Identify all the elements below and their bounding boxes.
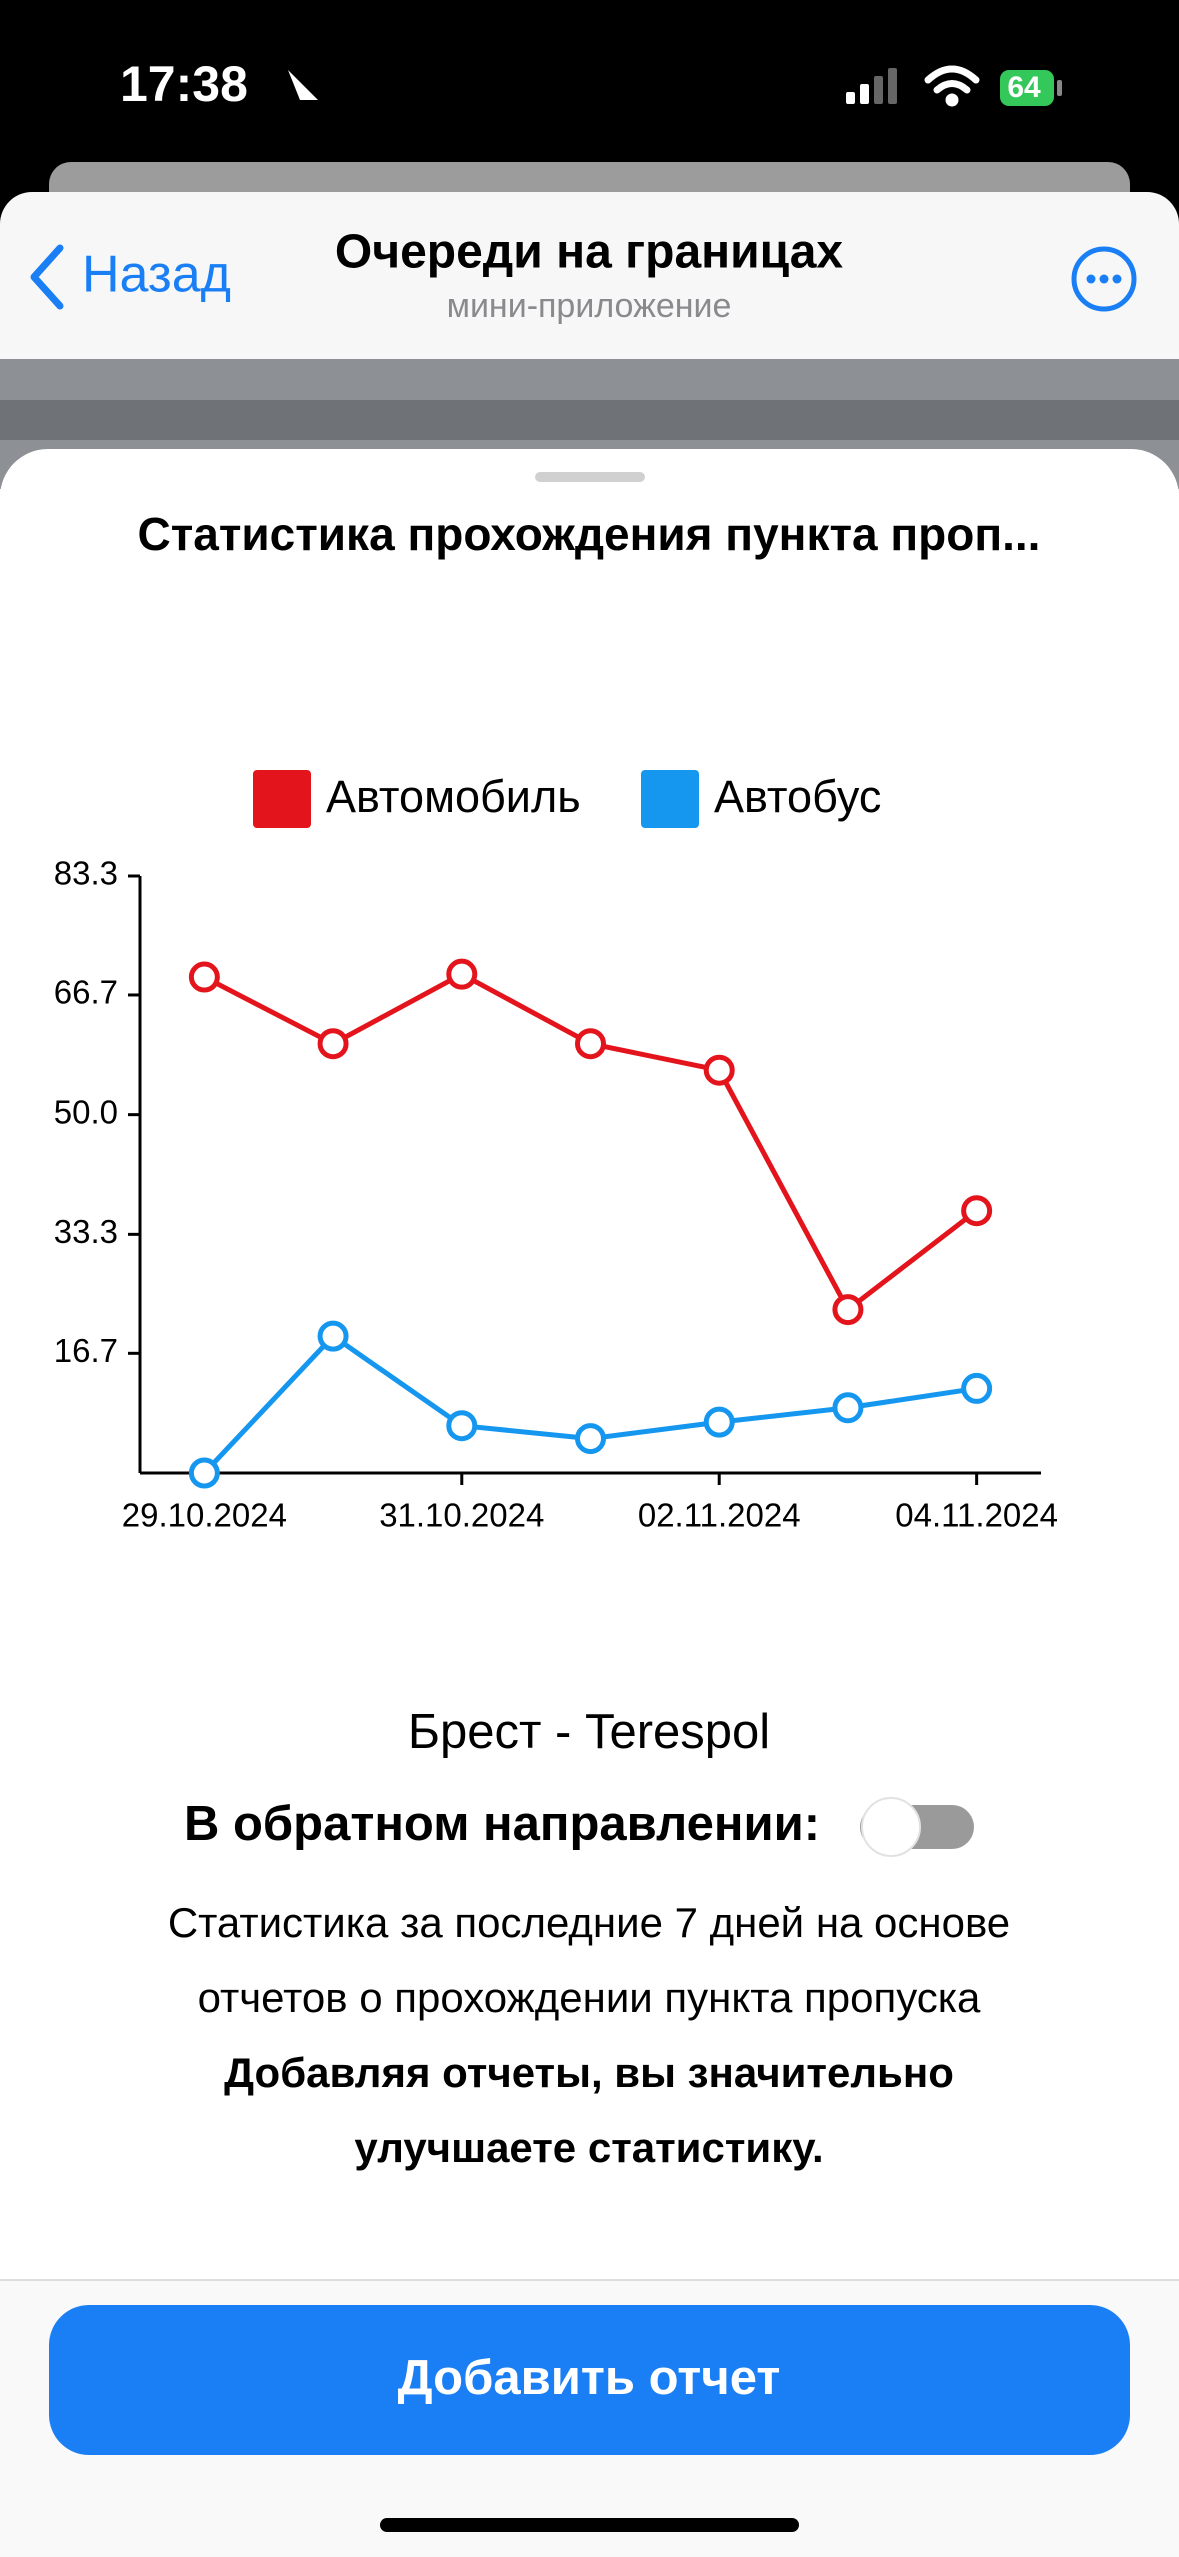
data-point <box>703 1054 735 1086</box>
legend-swatch <box>253 770 311 828</box>
data-point <box>575 1028 606 1060</box>
photo-detail <box>0 400 1179 440</box>
x-tick-label: 29.10.2024 <box>122 1497 287 1534</box>
back-button[interactable]: Назад <box>82 246 231 304</box>
more-dots <box>1086 274 1122 284</box>
emphasis-line: улучшаете статистику. <box>354 2124 823 2171</box>
y-tick-label: 66.7 <box>54 974 118 1011</box>
battery-cap <box>1057 80 1062 96</box>
y-tick-label: 50.0 <box>54 1093 118 1130</box>
add-report-button[interactable] <box>49 2305 1130 2455</box>
x-tick-label: 31.10.2024 <box>379 1497 544 1534</box>
grabber[interactable] <box>535 472 645 482</box>
chart: 16.7 33.3 50.0 66.7 83.3 29.10.2024 31.10.2024… <box>54 770 1058 1534</box>
legend-label: Автомобиль <box>326 771 581 822</box>
y-tick-label: 16.7 <box>54 1332 118 1369</box>
x-tick-label: 04.11.2024 <box>895 1497 1058 1534</box>
wifi-icon <box>924 65 980 107</box>
data-point <box>188 1457 220 1489</box>
x-tick-label: 02.11.2024 <box>638 1497 801 1534</box>
sheet-title: Статистика прохождения пункта проп... <box>138 508 1041 560</box>
data-point <box>188 961 220 993</box>
bottom-sheet <box>0 449 1179 2557</box>
route: Брест - Terespol <box>408 1705 770 1759</box>
data-point <box>446 1410 478 1442</box>
data-point <box>317 1028 349 1060</box>
back-chevron[interactable] <box>30 244 64 310</box>
legend-swatch <box>641 770 699 828</box>
nav-title: Очереди на границах <box>335 226 844 279</box>
toggle-knob <box>861 1797 921 1857</box>
battery <box>1000 70 1054 106</box>
data-point <box>961 1195 993 1227</box>
emphasis-line: Добавляя отчеты, вы значительно <box>224 2049 954 2096</box>
description-line: Статистика за последние 7 дней на основе <box>168 1899 1010 1946</box>
more-button[interactable] <box>1071 246 1137 312</box>
status-time: 17:38 <box>120 56 248 112</box>
legend-label: Автобус <box>714 771 881 822</box>
data-point <box>961 1372 993 1404</box>
y-tick-label: 33.3 <box>54 1213 118 1250</box>
location-icon <box>288 70 318 100</box>
data-point <box>703 1406 735 1438</box>
home-indicator <box>380 2518 799 2532</box>
nav-subtitle: мини-приложение <box>447 287 732 325</box>
toggle-label: В обратном направлении: <box>184 1797 820 1851</box>
y-tick-label: 83.3 <box>54 855 118 892</box>
battery-level: 64 <box>1007 71 1041 104</box>
data-point <box>446 958 478 990</box>
data-point <box>575 1423 606 1455</box>
description-line: отчетов о прохождении пункта пропуска <box>198 1974 981 2021</box>
data-point <box>832 1392 864 1424</box>
data-point <box>832 1294 864 1326</box>
signal-icon <box>846 68 897 104</box>
data-point <box>317 1320 349 1352</box>
add-report-label: Добавить отчет <box>398 2351 781 2405</box>
